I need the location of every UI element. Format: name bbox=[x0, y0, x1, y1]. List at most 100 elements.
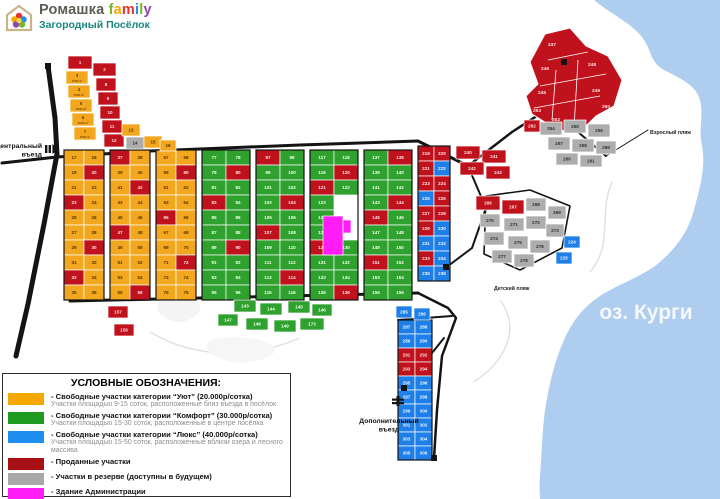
map-text: 114 bbox=[288, 275, 296, 280]
map-text: 37 bbox=[117, 155, 123, 160]
map-text: 6 bbox=[82, 115, 85, 120]
map-text: 33 bbox=[71, 275, 77, 280]
plot bbox=[483, 231, 505, 246]
map-text: 289 bbox=[403, 339, 411, 344]
map-text: 107 bbox=[264, 230, 272, 235]
map-text: 137 bbox=[372, 155, 380, 160]
entrance-arrow-icon bbox=[45, 144, 59, 154]
legend-title: УСЛОВНЫЕ ОБОЗНАЧЕНИЯ: bbox=[70, 377, 222, 389]
map-text: 228 bbox=[438, 211, 446, 216]
map-text: 9 bbox=[107, 96, 110, 101]
map-text: 90 bbox=[235, 245, 241, 250]
map-text: 142 bbox=[396, 185, 404, 190]
logo: Ромашка family Загородный Посёлок bbox=[4, 2, 152, 33]
street-outline bbox=[201, 149, 251, 301]
map-text: 143 bbox=[372, 200, 380, 205]
road-end-marker bbox=[431, 455, 437, 461]
map-text: 72 bbox=[183, 260, 189, 265]
legend-swatch bbox=[8, 458, 44, 471]
map-text: 259 bbox=[602, 145, 610, 150]
legend-swatch bbox=[8, 488, 44, 499]
map-text: 173 bbox=[308, 322, 316, 327]
map-text: 132 bbox=[342, 260, 350, 265]
icon-bar bbox=[392, 402, 404, 405]
plot bbox=[555, 152, 579, 166]
legend-item-text: - Свободные участки категории “Уют” (20.… bbox=[51, 392, 276, 409]
map-text: 133 bbox=[318, 275, 326, 280]
map-text: 147 bbox=[224, 318, 232, 323]
map-text: 74 bbox=[183, 275, 189, 280]
map-text: 233 bbox=[422, 256, 430, 261]
map-text: 83 bbox=[211, 200, 217, 205]
map-text: 52 bbox=[137, 260, 143, 265]
map-text: 84 bbox=[235, 200, 241, 205]
map-text: 148 bbox=[396, 230, 404, 235]
street-outline bbox=[363, 149, 413, 301]
logo-brand-letter: a bbox=[113, 2, 122, 18]
plot bbox=[107, 305, 129, 319]
map-text: 151 bbox=[372, 260, 380, 265]
map-text: 274 bbox=[490, 236, 498, 241]
plot bbox=[259, 302, 283, 316]
plot bbox=[459, 161, 485, 176]
map-text: 145 bbox=[372, 215, 380, 220]
road-end-marker bbox=[401, 385, 407, 391]
map-text: 12 bbox=[111, 138, 117, 143]
map-text: 16 bbox=[165, 143, 171, 148]
map-text: 59 bbox=[163, 170, 169, 175]
map-text: 11 bbox=[110, 124, 115, 129]
plot bbox=[481, 149, 507, 164]
petal bbox=[18, 21, 26, 28]
map-text: 252 bbox=[552, 117, 560, 123]
plot bbox=[159, 139, 177, 152]
map-text: 82 bbox=[235, 185, 241, 190]
map-text: 93 bbox=[211, 275, 217, 280]
plot bbox=[311, 303, 333, 317]
map-text: 61 bbox=[163, 185, 169, 190]
logo-brand-letter: l bbox=[139, 2, 144, 18]
map-text: 303 bbox=[403, 437, 411, 442]
map-text: 113 bbox=[264, 275, 272, 280]
icon-post bbox=[396, 396, 400, 406]
map-text: 225 bbox=[560, 256, 568, 261]
plot bbox=[69, 98, 93, 113]
map-text: 153 bbox=[372, 275, 380, 280]
logo-accent: family bbox=[109, 2, 152, 18]
map-text: 295 bbox=[403, 381, 411, 386]
map-text: 146 bbox=[318, 308, 326, 313]
map-text: 158 bbox=[120, 328, 128, 333]
map-text: 224 bbox=[568, 240, 576, 245]
map-text: 17 bbox=[71, 155, 77, 160]
map-text: 134 bbox=[342, 275, 350, 280]
plot bbox=[121, 123, 141, 137]
plot bbox=[67, 84, 91, 99]
map-text: 292 bbox=[420, 353, 428, 358]
map-text: 49 bbox=[117, 245, 123, 250]
map-text: 48 bbox=[137, 230, 143, 235]
map-text: 101 bbox=[264, 185, 272, 190]
map-text: 3 bbox=[76, 73, 79, 78]
map-text: 247 bbox=[548, 42, 556, 48]
map-text: 60 bbox=[183, 170, 189, 175]
road-end-marker bbox=[45, 63, 51, 69]
plot bbox=[97, 91, 119, 106]
map-text: 73 bbox=[163, 275, 169, 280]
map-text: 300 bbox=[420, 409, 428, 414]
map-text: 270 bbox=[486, 218, 494, 223]
map-text: 91 bbox=[211, 260, 217, 265]
street-outline bbox=[309, 149, 359, 301]
logo-brand-letter: m bbox=[121, 2, 136, 18]
map-text: 232 bbox=[438, 241, 446, 246]
map-text: 294 bbox=[420, 367, 428, 372]
map-text: 19 bbox=[71, 170, 77, 175]
map-text: 152 bbox=[396, 260, 404, 265]
logo-brand-letter: f bbox=[108, 2, 114, 18]
map-text: 226 bbox=[438, 196, 446, 201]
map-text: 10 bbox=[107, 110, 113, 115]
map-text: 227 bbox=[422, 211, 430, 216]
plot bbox=[579, 154, 603, 168]
map-text: 225 bbox=[422, 196, 430, 201]
legend-swatch bbox=[8, 431, 44, 444]
map-text: Взрослый пляж bbox=[650, 129, 691, 136]
